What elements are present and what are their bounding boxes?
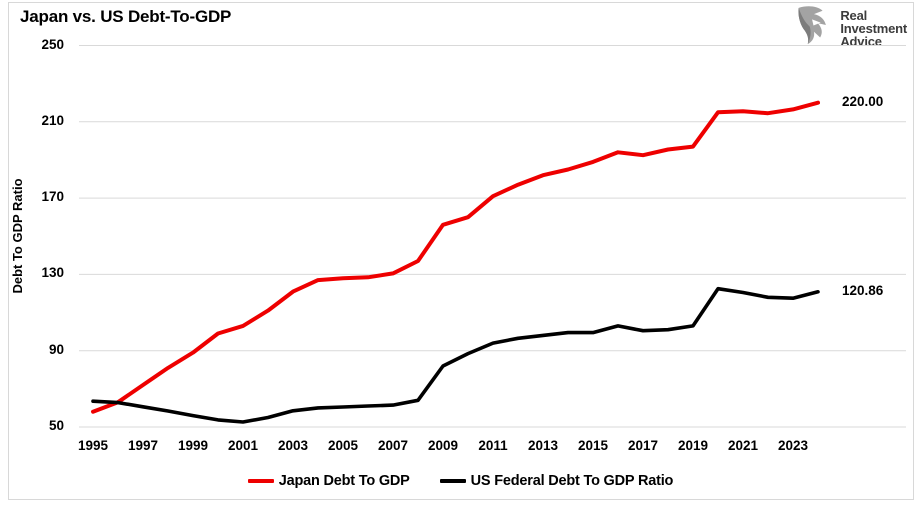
legend-label: Japan Debt To GDP — [278, 473, 410, 489]
legend-line-icon — [247, 479, 274, 483]
chart-title: Japan vs. US Debt-To-GDP — [20, 7, 232, 26]
y-tick-label: 50 — [48, 418, 64, 433]
y-tick-label: 250 — [41, 36, 64, 52]
logo-line-1: Real — [840, 8, 868, 23]
eagle-icon — [792, 5, 834, 52]
x-tick-label: 2017 — [627, 438, 659, 453]
japan-debt-to-gdp-end-label: 220.00 — [842, 93, 884, 109]
chart-legend: Japan Debt To GDP US Federal Debt To GDP … — [0, 467, 921, 495]
x-tick-label: 2011 — [478, 438, 508, 453]
y-tick-label: 210 — [41, 112, 64, 128]
us-federal-debt-to-gdp-ratio-end-label: 120.86 — [842, 282, 884, 298]
real-investment-advice-logo: Real Investment Advice — [792, 5, 907, 52]
x-tick-label: 1995 — [77, 438, 109, 453]
x-tick-label: 1999 — [177, 438, 209, 453]
x-tick-label: 2019 — [677, 438, 709, 453]
x-tick-label: 2013 — [527, 438, 559, 453]
x-tick-label: 2023 — [777, 438, 809, 453]
us-federal-debt-to-gdp-ratio-line — [91, 286, 820, 424]
x-tick-label: 2007 — [377, 438, 409, 453]
x-tick-label: 1997 — [127, 438, 159, 453]
logo-text: Real Investment Advice — [840, 9, 907, 48]
y-tick-label: 170 — [41, 189, 64, 205]
x-tick-label: 2001 — [227, 438, 259, 453]
legend-label: US Federal Debt To GDP Ratio — [470, 473, 674, 489]
y-tick-label: 90 — [48, 341, 64, 357]
x-tick-label: 2009 — [427, 438, 459, 453]
legend-item-japan-debt-to-gdp: Japan Debt To GDP — [247, 473, 410, 489]
y-tick-label: 130 — [41, 265, 64, 281]
x-tick-label: 2021 — [727, 438, 759, 453]
japan-debt-to-gdp-line — [91, 100, 820, 414]
logo-line-3: Advice — [840, 34, 882, 49]
legend-line-icon — [439, 479, 466, 483]
logo-line-2: Investment — [840, 21, 907, 36]
chart-frame — [8, 2, 914, 500]
x-tick-label: 2005 — [327, 438, 359, 453]
legend-item-us-federal-debt-to-gdp-ratio: US Federal Debt To GDP Ratio — [439, 473, 674, 489]
x-tick-label: 2015 — [577, 438, 609, 453]
x-tick-label: 2003 — [277, 438, 309, 453]
